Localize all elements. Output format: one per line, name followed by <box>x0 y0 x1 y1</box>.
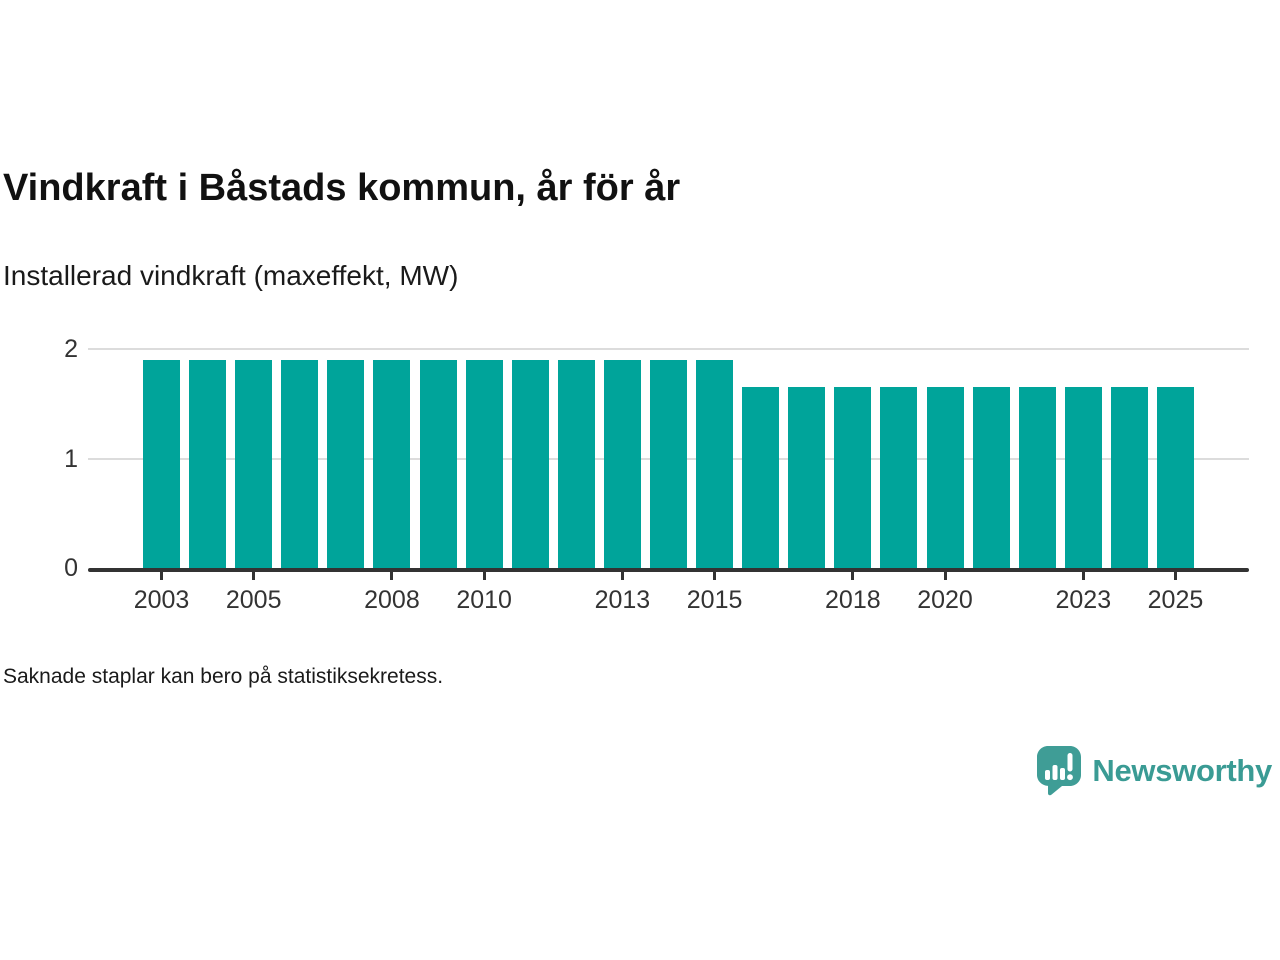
chart-subtitle: Installerad vindkraft (maxeffekt, MW) <box>3 260 459 291</box>
x-axis-tick <box>620 572 624 580</box>
bar <box>604 359 641 568</box>
y-axis-label: 2 <box>64 335 78 363</box>
x-axis-label: 2005 <box>225 586 282 614</box>
bar <box>696 359 733 568</box>
x-axis-label: 2013 <box>594 586 651 614</box>
x-axis-label: 2018 <box>825 586 881 614</box>
x-axis-label: 2023 <box>1055 586 1112 614</box>
x-axis-tick <box>943 572 947 580</box>
x-axis-tick <box>390 572 394 580</box>
x-axis-tick <box>1173 572 1177 580</box>
bar <box>880 387 917 568</box>
x-axis-label: 2015 <box>686 586 743 614</box>
chart-footnote: Saknade staplar kan bero på statistiksek… <box>3 665 444 688</box>
bar <box>1157 387 1194 568</box>
bar <box>512 359 549 568</box>
brand-logo: Newsworthy <box>1037 746 1272 796</box>
x-axis-tick <box>160 572 163 580</box>
x-axis-tick <box>851 572 855 580</box>
bar <box>1111 387 1148 568</box>
bar <box>143 359 180 568</box>
bar <box>1065 387 1102 568</box>
bar <box>420 359 457 568</box>
bar <box>327 359 364 568</box>
bar <box>834 387 871 568</box>
bar <box>788 387 825 568</box>
x-axis-label: 2010 <box>456 586 512 614</box>
bar <box>189 359 226 568</box>
x-axis-tick <box>482 572 486 580</box>
x-axis-tick <box>252 572 256 580</box>
x-axis-line <box>88 568 1249 572</box>
bar-chart-speech-bubble-icon <box>1037 746 1082 796</box>
x-axis-tick <box>713 572 717 580</box>
x-axis-label: 2003 <box>133 586 190 614</box>
page-title: Vindkraft i Båstads kommun, år för år <box>3 167 681 209</box>
gridline <box>88 348 1249 350</box>
brand-name: Newsworthy <box>1092 753 1272 788</box>
bar <box>973 387 1010 568</box>
bar <box>650 359 687 568</box>
x-axis-tick <box>1081 572 1085 580</box>
y-axis-label: 0 <box>64 554 78 582</box>
bar <box>466 359 503 568</box>
bar <box>742 387 779 568</box>
bar <box>373 359 410 568</box>
bar <box>1019 387 1056 568</box>
bar <box>558 359 595 568</box>
bar <box>235 359 272 568</box>
x-axis-label: 2008 <box>364 586 420 614</box>
x-axis-label: 2025 <box>1147 586 1204 614</box>
bar <box>927 387 964 568</box>
x-axis-label: 2020 <box>917 586 973 614</box>
bar <box>281 359 318 568</box>
y-axis-label: 1 <box>64 444 78 473</box>
